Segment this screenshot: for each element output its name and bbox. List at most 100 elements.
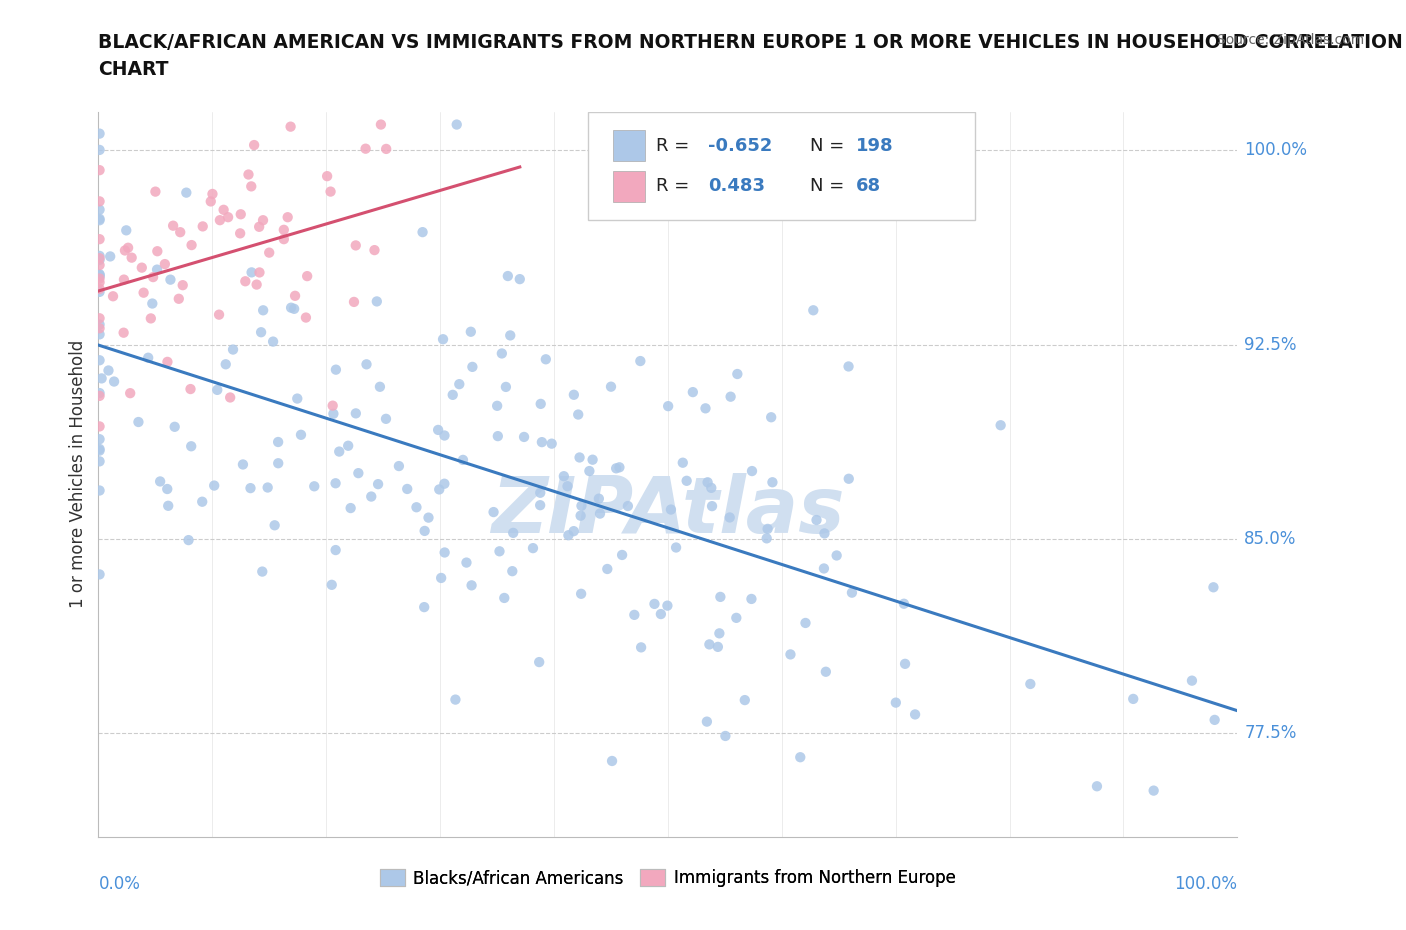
Point: [433, 545, 456, 560]
Point: [530, 396, 553, 411]
Point: [273, 232, 295, 246]
Point: [451, 453, 474, 468]
Point: [557, 479, 579, 494]
Point: [502, 525, 524, 540]
Point: [725, 366, 748, 381]
Point: [610, 548, 633, 563]
Point: [257, 246, 280, 260]
Point: [277, 210, 299, 225]
Point: [557, 528, 579, 543]
Point: [682, 385, 704, 400]
Point: [650, 606, 672, 621]
Point: [427, 482, 450, 497]
Point: [430, 570, 453, 585]
Point: [132, 286, 155, 300]
Point: [825, 548, 848, 563]
Point: [89, 271, 111, 286]
Point: [456, 555, 478, 570]
Point: [149, 474, 172, 489]
Point: [273, 222, 295, 237]
Point: [89, 285, 111, 299]
Text: 198: 198: [856, 137, 893, 154]
Point: [609, 459, 631, 474]
Point: [657, 598, 679, 613]
Text: N =: N =: [810, 137, 845, 154]
Point: [568, 450, 591, 465]
Point: [285, 392, 308, 406]
Point: [127, 415, 149, 430]
Point: [433, 428, 456, 443]
Point: [794, 616, 817, 631]
Point: [89, 232, 111, 246]
Point: [405, 499, 427, 514]
Text: -0.652: -0.652: [707, 137, 772, 154]
Point: [240, 265, 263, 280]
Point: [491, 346, 513, 361]
Point: [657, 399, 679, 414]
Point: [623, 607, 645, 622]
Point: [240, 179, 263, 193]
Point: [696, 475, 718, 490]
Point: [460, 578, 482, 592]
Point: [841, 585, 863, 600]
Point: [89, 126, 111, 141]
Point: [252, 303, 274, 318]
Text: N =: N =: [810, 178, 845, 195]
Point: [239, 481, 262, 496]
Point: [247, 219, 270, 234]
Text: 0.483: 0.483: [707, 178, 765, 195]
Point: [89, 142, 111, 157]
Point: [177, 533, 200, 548]
Point: [246, 277, 269, 292]
Point: [262, 334, 284, 349]
Point: [89, 251, 111, 266]
Point: [89, 282, 111, 297]
Point: [89, 311, 111, 325]
Point: [893, 596, 915, 611]
Point: [290, 428, 312, 443]
Point: [813, 561, 835, 576]
Point: [191, 494, 214, 509]
Point: [295, 310, 318, 325]
Point: [325, 476, 347, 491]
Point: [412, 225, 434, 240]
Point: [759, 410, 782, 425]
Point: [569, 509, 592, 524]
Point: [596, 562, 619, 577]
Text: Source: ZipAtlas.com: Source: ZipAtlas.com: [1216, 33, 1364, 46]
Point: [589, 506, 612, 521]
Point: [229, 206, 252, 221]
Point: [581, 452, 603, 467]
Point: [89, 213, 111, 228]
Point: [1143, 783, 1166, 798]
Point: [89, 275, 111, 290]
Point: [319, 184, 342, 199]
Point: [814, 664, 837, 679]
Point: [486, 398, 509, 413]
Point: [529, 485, 551, 500]
Point: [217, 210, 239, 225]
Point: [449, 377, 471, 392]
Text: ZIPAtlas: ZIPAtlas: [491, 472, 845, 549]
Point: [375, 141, 398, 156]
Point: [89, 163, 111, 178]
Point: [675, 473, 697, 488]
Point: [894, 657, 917, 671]
Text: 68: 68: [856, 178, 882, 195]
Point: [176, 185, 198, 200]
Point: [283, 301, 305, 316]
Point: [801, 303, 824, 318]
Point: [718, 510, 741, 525]
Point: [337, 438, 360, 453]
Point: [562, 524, 585, 538]
Point: [89, 567, 111, 582]
Point: [534, 352, 557, 366]
Point: [252, 565, 274, 579]
Point: [304, 479, 326, 494]
Point: [179, 381, 201, 396]
Point: [89, 194, 111, 209]
Point: [232, 457, 254, 472]
Point: [360, 489, 382, 504]
Point: [115, 223, 138, 238]
Point: [89, 321, 111, 336]
